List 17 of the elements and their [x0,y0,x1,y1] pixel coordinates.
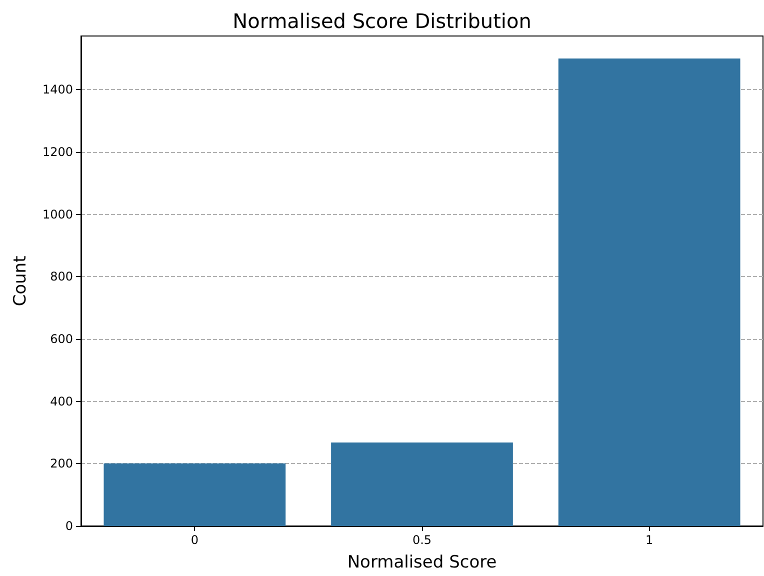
y-tick-label: 200 [50,456,73,471]
chart-title: Normalised Score Distribution [232,9,532,33]
bar [104,463,286,526]
x-tick-label: 0.5 [412,533,432,547]
y-tick-label: 400 [50,394,73,408]
y-tick-label: 800 [50,270,73,284]
y-tick-label: 1000 [42,207,73,222]
y-tick-label: 600 [50,332,73,346]
bar [331,442,513,526]
y-tick-label: 1400 [42,82,73,97]
y-axis-title: Count [10,255,30,306]
x-tick-label: 0 [190,533,198,547]
bar [558,58,740,526]
x-tick-label: 1 [646,533,654,547]
y-tick-label: 1200 [42,144,73,159]
x-axis-title: Normalised Score [347,552,497,572]
y-tick-label: 0 [65,519,73,533]
